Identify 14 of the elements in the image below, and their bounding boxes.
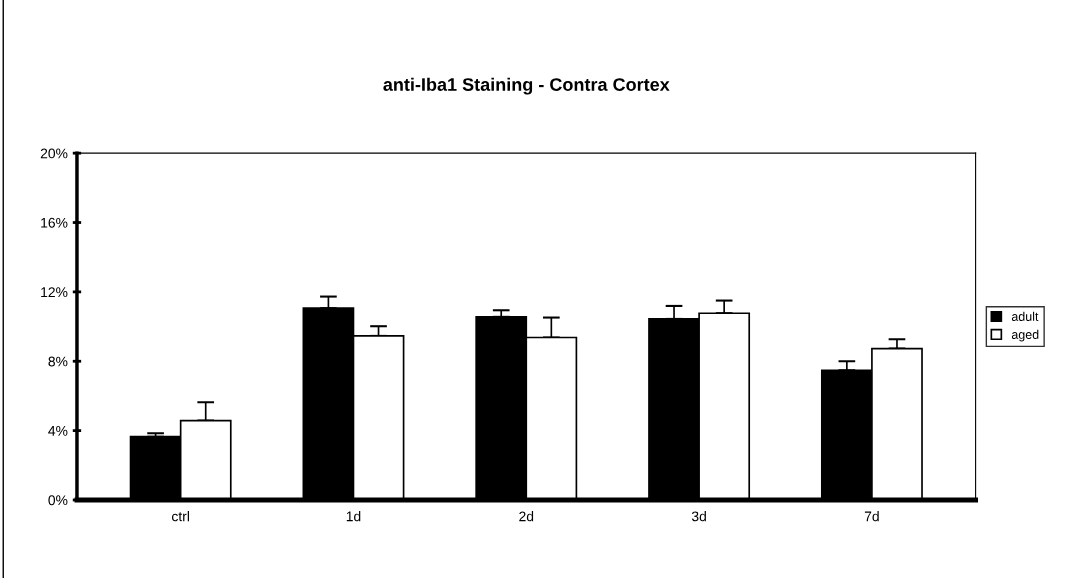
y-tick-label: 20% — [40, 148, 68, 159]
legend-label: aged — [1011, 329, 1039, 342]
x-tick-label: 2d — [519, 511, 534, 522]
x-tick-label: ctrl — [171, 511, 189, 522]
y-tick-label: 16% — [41, 217, 68, 228]
x-tick-label: 7d — [864, 511, 879, 522]
y-tick-label: 0% — [48, 495, 68, 506]
y-tick-label: 8% — [48, 356, 68, 367]
x-tick-label: 3d — [691, 511, 706, 522]
chart-title: anti-Iba1 Staining - Contra Cortex — [383, 77, 670, 95]
legend-label: adult — [1011, 311, 1039, 321]
y-tick-label: 4% — [48, 426, 68, 436]
x-tick-label: 1d — [346, 511, 361, 522]
y-tick-label: 12% — [41, 287, 68, 298]
